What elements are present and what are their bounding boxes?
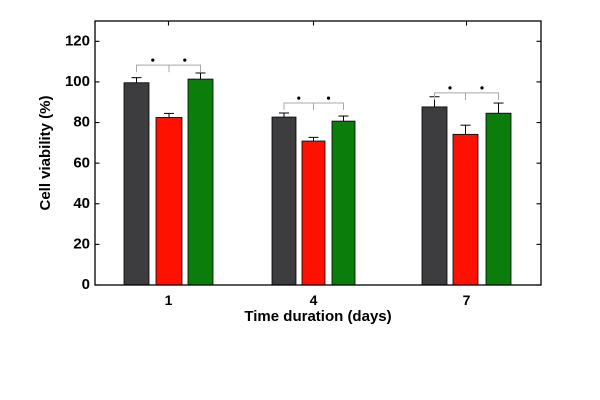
svg-text:120: 120 xyxy=(65,33,90,50)
svg-text:60: 60 xyxy=(73,154,90,171)
svg-text:0: 0 xyxy=(82,276,90,293)
svg-text:4: 4 xyxy=(310,292,318,308)
svg-text:Cell viability (%): Cell viability (%) xyxy=(37,95,54,210)
svg-text:80: 80 xyxy=(73,114,90,131)
svg-text:7: 7 xyxy=(463,292,471,308)
svg-text:1: 1 xyxy=(165,292,173,308)
svg-text:100: 100 xyxy=(65,73,90,90)
svg-text:Time duration (days): Time duration (days) xyxy=(244,308,391,325)
svg-text:40: 40 xyxy=(73,195,90,212)
svg-text:20: 20 xyxy=(73,236,90,253)
